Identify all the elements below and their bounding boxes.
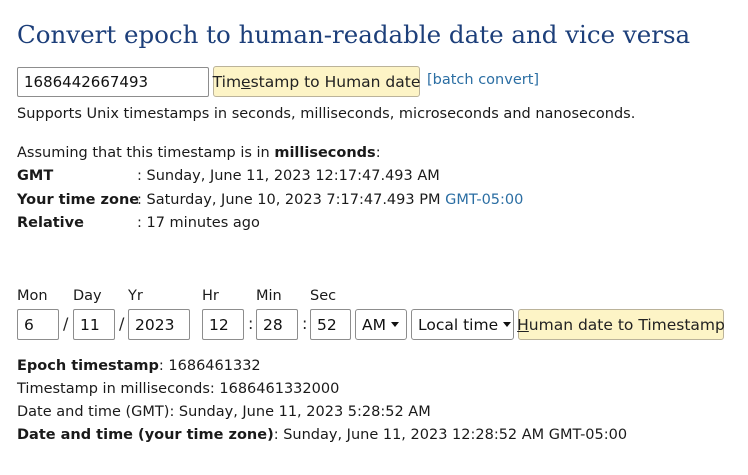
year-label: Yr <box>128 288 143 304</box>
second-label: Sec <box>310 288 337 304</box>
local-time-row: : Saturday, June 10, 2023 7:17:47.493 PM… <box>137 192 523 208</box>
timezone-select[interactable]: Local time <box>411 309 514 340</box>
month-input[interactable] <box>17 309 59 340</box>
time-separator: : <box>302 314 308 333</box>
button-label-part: uman date to Timestamp <box>528 315 725 334</box>
epoch-label: Epoch timestamp <box>17 358 159 374</box>
minute-input[interactable] <box>256 309 298 340</box>
batch-convert-link[interactable]: [batch convert] <box>427 72 540 88</box>
hour-label: Hr <box>202 288 219 304</box>
day-label: Day <box>73 288 102 304</box>
month-label: Mon <box>17 288 48 304</box>
local-time-value: : Saturday, June 10, 2023 7:17:47.493 PM <box>137 192 441 208</box>
chevron-down-icon <box>390 322 399 327</box>
local-datetime-line: Date and time (your time zone): Sunday, … <box>17 427 627 443</box>
epoch-timestamp-line: Epoch timestamp: 1686461332 <box>17 358 261 374</box>
year-input[interactable] <box>128 309 190 340</box>
page-title: Convert epoch to human-readable date and… <box>17 20 691 49</box>
timezone-link[interactable]: GMT-05:00 <box>445 192 524 208</box>
assumed-unit: milliseconds <box>274 145 376 161</box>
timezone-value: Local time <box>418 315 499 334</box>
date-separator: / <box>63 314 69 333</box>
support-note: Supports Unix timestamps in seconds, mil… <box>17 106 636 122</box>
time-separator: : <box>248 314 254 333</box>
relative-value: : 17 minutes ago <box>137 215 260 231</box>
gmt-datetime-line: Date and time (GMT): Sunday, June 11, 20… <box>17 404 431 420</box>
ampm-value: AM <box>362 315 386 334</box>
timestamp-to-human-date-button[interactable]: Tim e stamp to Human date <box>213 66 420 97</box>
milliseconds-line: Timestamp in milliseconds: 1686461332000 <box>17 381 340 397</box>
second-input[interactable] <box>310 309 351 340</box>
assumption-text: Assuming that this timestamp is in milli… <box>17 145 381 161</box>
relative-label: Relative <box>17 215 84 231</box>
gmt-value: : Sunday, June 11, 2023 12:17:47.493 AM <box>137 168 440 184</box>
button-label-part: stamp to Human date <box>250 72 421 91</box>
assumption-suffix: : <box>375 145 381 161</box>
timestamp-input[interactable] <box>17 67 209 97</box>
button-label-part: Tim <box>212 72 242 91</box>
minute-label: Min <box>256 288 282 304</box>
epoch-value: : 1686461332 <box>158 358 261 374</box>
date-separator: / <box>119 314 125 333</box>
local-datetime-label: Date and time (your time zone) <box>17 427 274 443</box>
gmt-label: GMT <box>17 168 54 184</box>
local-datetime-value: : Sunday, June 11, 2023 12:28:52 AM GMT-… <box>273 427 628 443</box>
day-input[interactable] <box>73 309 115 340</box>
assumption-prefix: Assuming that this timestamp is in <box>17 145 275 161</box>
local-time-label: Your time zone <box>17 192 140 208</box>
access-key-letter: e <box>241 72 251 91</box>
access-key-letter: H <box>517 315 529 334</box>
hour-input[interactable] <box>202 309 244 340</box>
ampm-select[interactable]: AM <box>355 309 407 340</box>
chevron-down-icon <box>503 322 512 327</box>
